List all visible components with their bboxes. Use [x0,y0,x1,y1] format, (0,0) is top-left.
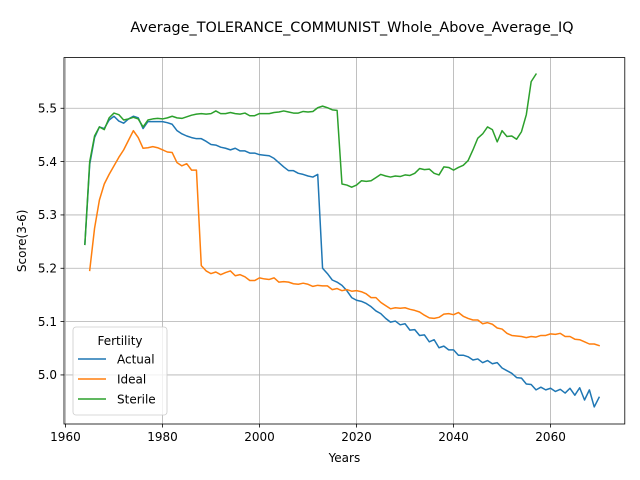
x-axis-label: Years [328,451,361,465]
y-tick-label: 5.2 [38,262,57,276]
x-axis: 1960 1980 2000 2020 2040 2060 [50,424,566,444]
legend-box [72,326,168,416]
legend-label-ideal: Ideal [117,372,146,386]
y-axis-label: Score(3-6) [15,210,29,273]
series-layer [84,73,601,408]
y-tick-label: 5.1 [38,315,57,329]
legend: Fertility Actual Ideal Sterile [72,326,168,416]
y-axis: 5.0 5.1 5.2 5.3 5.4 5.5 [38,102,64,382]
y-tick-label: 5.3 [38,208,57,222]
x-tick-label: 1980 [147,430,178,444]
legend-items: Actual Ideal Sterile [78,352,156,406]
y-tick-label: 5.0 [38,368,57,382]
y-tick-label: 5.4 [38,155,57,169]
x-tick-label: 1960 [50,430,81,444]
legend-label-actual: Actual [117,352,155,366]
x-tick-label: 2000 [244,430,275,444]
series-line-actual [84,115,601,408]
y-tick-label: 5.5 [38,102,57,116]
x-tick-label: 2060 [535,430,566,444]
chart-title: Average_TOLERANCE_COMMUNIST_Whole_Above_… [130,20,573,36]
plot-frame [63,57,626,425]
legend-label-sterile: Sterile [117,392,156,406]
x-tick-label: 2040 [438,430,469,444]
series-line-sterile [84,73,538,246]
x-tick-label: 2020 [341,430,372,444]
legend-title: Fertility [97,334,142,348]
series-line-ideal [88,129,601,347]
grid [64,57,625,424]
